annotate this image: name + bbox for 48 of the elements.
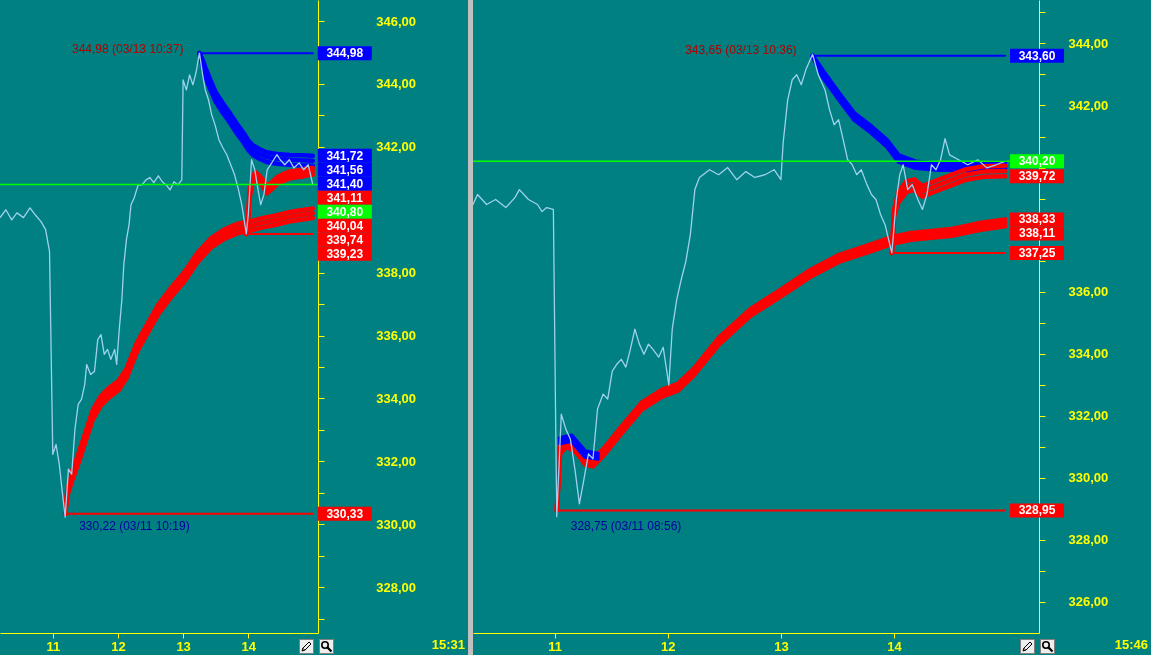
y-tick-label: 338,00 <box>376 265 417 281</box>
x-tick-label: 11 <box>548 638 562 654</box>
data-label: 338,33 <box>1018 212 1056 227</box>
annotation: 343,65 (03/13 10:36) <box>685 43 797 58</box>
data-label: 343,60 <box>1018 48 1056 63</box>
y-tick-label: 342,00 <box>376 139 417 155</box>
ref-line-label: 340,80 <box>326 204 364 219</box>
y-tick-label: 344,00 <box>1068 35 1109 51</box>
x-tick-label: 12 <box>660 638 676 654</box>
data-label: 341,56 <box>326 162 364 177</box>
y-tick-label: 332,00 <box>1068 408 1109 424</box>
y-tick-label: 336,00 <box>1068 284 1109 300</box>
ref-line-label: 340,20 <box>1018 154 1056 169</box>
y-tick-label: 336,00 <box>376 328 417 344</box>
annotation: 330,22 (03/11 10:19) <box>79 519 190 534</box>
data-label: 338,11 <box>1019 226 1056 241</box>
data-label: 344,98 <box>326 46 364 61</box>
data-label: 340,04 <box>326 218 364 233</box>
x-tick-label: 14 <box>241 638 257 654</box>
y-tick-label: 330,00 <box>1068 470 1109 486</box>
data-label: 330,33 <box>326 506 364 521</box>
data-label: 341,40 <box>326 176 364 191</box>
y-tick-label: 334,00 <box>1068 346 1109 362</box>
y-tick-label: 326,00 <box>1068 594 1109 610</box>
y-tick-label: 346,00 <box>376 13 417 29</box>
data-label: 341,72 <box>326 148 364 163</box>
annotation: 328,75 (03/11 08:56) <box>570 518 682 533</box>
data-label: 339,23 <box>326 246 364 261</box>
data-label: 337,25 <box>1018 245 1056 260</box>
x-tick-label: 13 <box>774 638 789 654</box>
y-tick-label: 332,00 <box>376 453 417 469</box>
x-tick-label: 11 <box>46 638 61 654</box>
y-tick-label: 328,00 <box>1068 532 1109 548</box>
annotation: 344,98 (03/13 10:37) <box>71 42 184 57</box>
text: 15:31 <box>431 637 465 652</box>
y-tick-label: 342,00 <box>1068 98 1109 113</box>
data-label: 341,11 <box>326 190 364 205</box>
y-tick-label: 330,00 <box>376 516 417 532</box>
y-tick-label: 344,00 <box>376 76 417 92</box>
x-tick-label: 12 <box>111 638 126 654</box>
x-tick-label: 14 <box>887 638 903 654</box>
data-label: 328,95 <box>1018 503 1056 518</box>
y-tick-label: 328,00 <box>376 579 417 595</box>
y-tick-label: 334,00 <box>376 390 417 406</box>
data-label: 339,72 <box>1018 169 1056 184</box>
x-tick-label: 13 <box>176 638 191 654</box>
data-label: 339,74 <box>326 232 364 247</box>
text: 15:46 <box>1114 637 1148 652</box>
